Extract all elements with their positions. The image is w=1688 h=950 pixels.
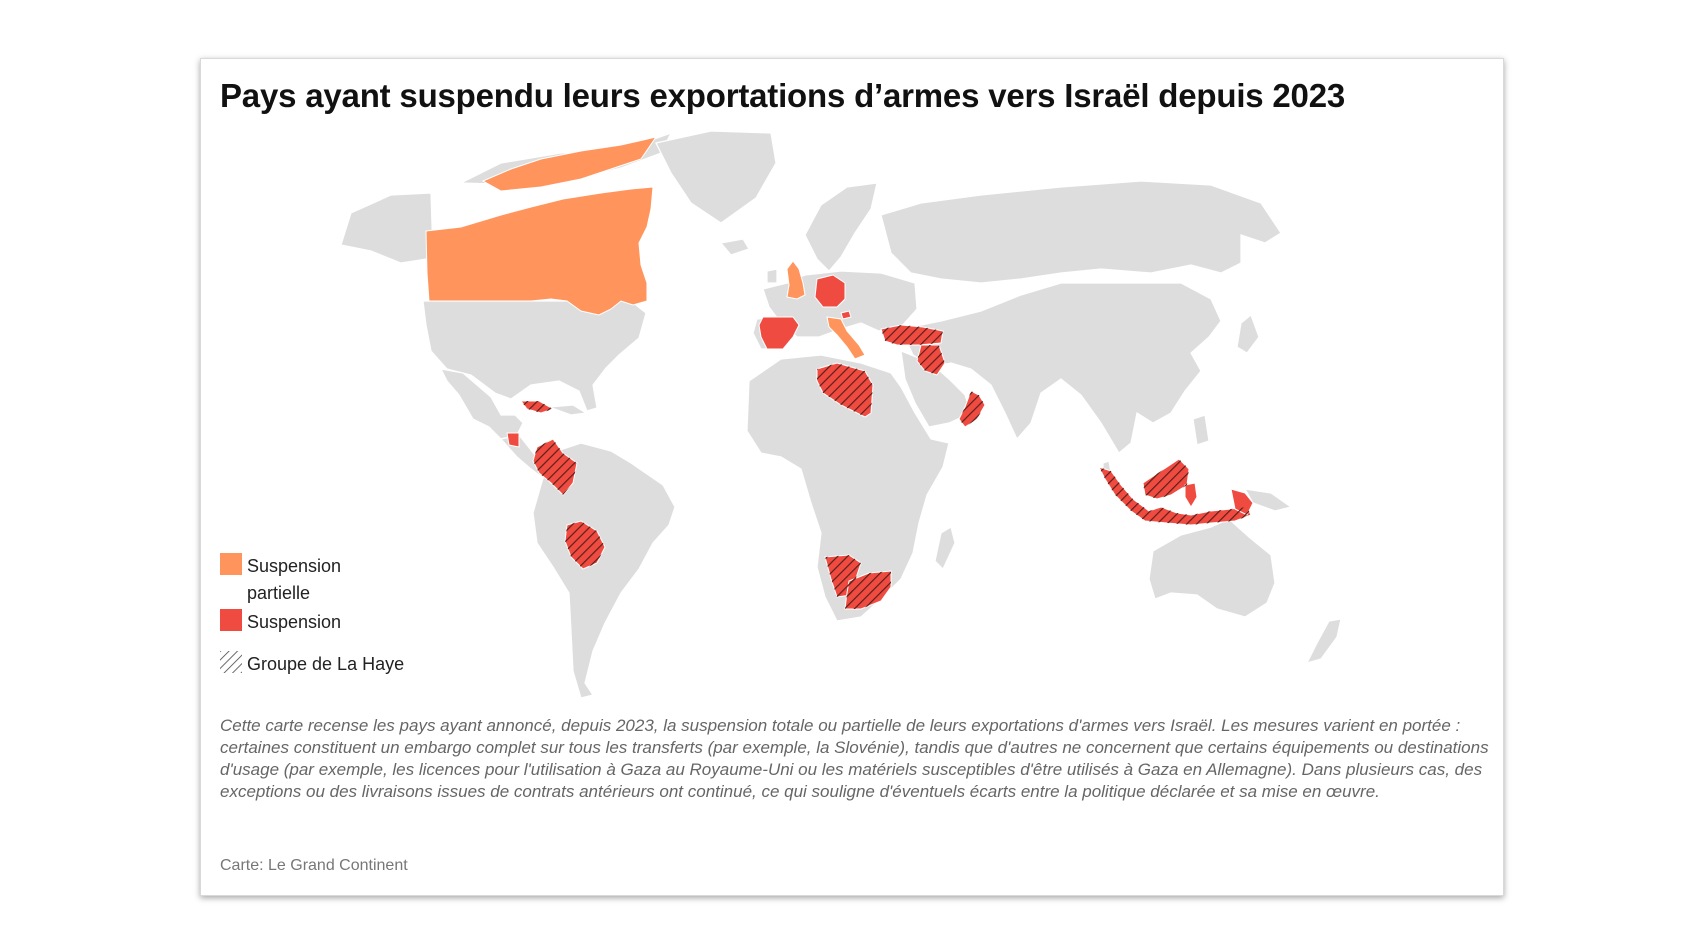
hague-group-hatching [521, 325, 1251, 609]
germany-shape [814, 274, 846, 308]
italy-shape [826, 316, 866, 360]
land-iceland [719, 238, 750, 256]
land-scandinavia [804, 182, 878, 272]
nicaragua-shape [506, 432, 520, 448]
south-africa-hatch [845, 571, 891, 609]
oman-hatch [959, 391, 985, 427]
legend-label-partial-line2: partielle [247, 583, 311, 603]
indonesia-hatch [1099, 467, 1251, 525]
land-africa [746, 354, 950, 622]
syria-israel-region-hatch [917, 345, 945, 375]
land-asia [900, 282, 1222, 454]
land-philippines [1192, 414, 1210, 446]
cuba-hatch [521, 401, 553, 413]
land-masses [340, 130, 1342, 699]
legend-item-partial: Suspension partielle [220, 553, 341, 607]
land-japan [1236, 314, 1260, 354]
libya-hatch [817, 363, 873, 417]
bolivia-hatch [565, 521, 605, 569]
legend-item-hague: Groupe de La Haye [220, 651, 404, 678]
land-png [1243, 488, 1293, 512]
map-card: Pays ayant suspendu leurs exportations d… [200, 58, 1504, 896]
land-caribbean [548, 404, 588, 416]
land-south-america [532, 442, 676, 699]
legend-swatch-hague [220, 651, 242, 673]
colombia-hatch [533, 439, 577, 495]
sulawesi-shape [1184, 482, 1198, 508]
legend-label-hague: Groupe de La Haye [247, 654, 405, 674]
land-alaska [340, 192, 434, 264]
spain-shape [758, 316, 800, 350]
land-australia [1148, 518, 1276, 618]
map-caption: Cette carte recense les pays ayant annon… [220, 716, 1489, 801]
malaysia-borneo-hatch [1143, 459, 1189, 499]
land-madagascar [934, 526, 956, 571]
legend-item-full: Suspension [220, 609, 341, 636]
united-kingdom-shape [786, 260, 806, 300]
legend-label-full: Suspension [247, 612, 342, 632]
land-new-zealand [1305, 618, 1342, 664]
partial-suspension-countries [425, 136, 866, 360]
legend-swatch-full [220, 609, 242, 631]
slovenia-shape [840, 310, 852, 320]
map-title: Pays ayant suspendu leurs exportations d… [220, 77, 1346, 114]
land-usa [422, 300, 647, 412]
legend-label-partial: Suspension partielle [247, 553, 341, 607]
land-greenland [655, 130, 777, 224]
map-source: Carte: Le Grand Continent [220, 857, 408, 874]
land-russia [880, 180, 1282, 284]
land-ireland [766, 268, 778, 284]
world-map [201, 123, 1505, 753]
legend-swatch-partial [220, 553, 242, 575]
legend-label-partial-line1: Suspension [247, 556, 342, 576]
canada-shape [425, 186, 654, 316]
canada-islands-shape [481, 136, 658, 192]
turkey-hatch [881, 325, 943, 345]
